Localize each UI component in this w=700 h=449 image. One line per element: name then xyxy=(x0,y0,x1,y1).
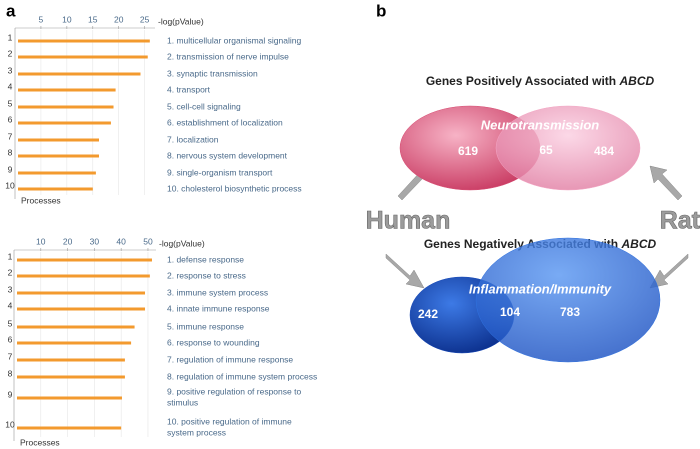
rank-label: 7 xyxy=(8,131,13,141)
bar xyxy=(17,396,122,400)
rank-label: 4 xyxy=(8,81,13,91)
x-tick-label: 15 xyxy=(88,14,98,24)
category-label: 1. multicellular organismal signaling xyxy=(167,35,301,45)
bar xyxy=(18,121,111,125)
category-label: 6. establishment of localization xyxy=(167,117,283,127)
rank-label: 5 xyxy=(8,318,13,328)
x-tick-label: 50 xyxy=(143,236,153,246)
venn-set xyxy=(495,105,641,191)
rank-label: 2 xyxy=(8,48,13,58)
title-text: Genes Positively Associated with xyxy=(426,74,616,88)
bar xyxy=(17,325,135,329)
bar xyxy=(18,72,141,76)
category-label: 10. positive regulation of immune system … xyxy=(167,417,292,438)
bar xyxy=(18,88,116,92)
panel-label: b xyxy=(376,1,386,20)
bar xyxy=(17,426,122,430)
category-label: 7. regulation of immune response xyxy=(167,354,293,364)
category-label: 2. transmission of nerve impulse xyxy=(167,51,289,61)
x-tick-label: 10 xyxy=(36,236,46,246)
bar xyxy=(17,358,125,362)
category-label: 9. positive regulation of response to sti… xyxy=(167,387,301,408)
bar xyxy=(18,171,96,175)
rank-label: 10 xyxy=(5,419,15,429)
bar xyxy=(18,138,99,142)
category-label: 1. defense response xyxy=(167,254,244,264)
venn-set xyxy=(475,237,661,363)
category-label: 9. single-organism transport xyxy=(167,167,273,177)
category-label: 4. innate immune response xyxy=(167,303,270,313)
set-label: Human xyxy=(366,207,451,235)
category-label: 3. immune system process xyxy=(167,287,268,297)
category-label: 3. synaptic transmission xyxy=(167,68,258,78)
rank-label: 3 xyxy=(8,284,13,294)
x-tick-label: 40 xyxy=(116,236,126,246)
rank-label: 9 xyxy=(8,164,13,174)
rank-label: 10 xyxy=(5,180,15,190)
venn-count: 242 xyxy=(418,307,438,321)
rank-label: 5 xyxy=(8,98,13,108)
y-axis-label: Processes xyxy=(21,195,61,205)
rank-label: 3 xyxy=(8,65,13,75)
category-label: 8. nervous system development xyxy=(167,150,288,160)
x-tick-label: 20 xyxy=(63,236,73,246)
bar xyxy=(18,187,93,191)
category-label: 10. cholesterol biosynthetic process xyxy=(167,183,302,193)
venn-label: Neurotransmission xyxy=(481,117,600,132)
rank-label: 7 xyxy=(8,351,13,361)
category-label: 8. regulation of immune system process xyxy=(167,371,317,381)
x-axis-label: -log(pValue) xyxy=(158,16,204,26)
venn-count: 783 xyxy=(560,305,580,319)
x-tick-label: 5 xyxy=(39,14,44,24)
set-label: Rat xyxy=(660,207,700,235)
bar xyxy=(17,375,125,379)
bar xyxy=(18,105,114,109)
venn-count: 484 xyxy=(594,144,614,158)
category-label: 5. immune response xyxy=(167,321,244,331)
venn-count: 619 xyxy=(458,144,478,158)
rank-label: 2 xyxy=(8,267,13,277)
x-tick-label: 30 xyxy=(90,236,100,246)
x-axis-label: -log(pValue) xyxy=(159,238,205,248)
venn-label: Inflammation/Immunity xyxy=(469,281,612,296)
rank-label: 1 xyxy=(8,251,13,261)
venn-count: 65 xyxy=(539,143,553,157)
x-tick-label: 10 xyxy=(62,14,72,24)
bar xyxy=(17,274,150,278)
rank-label: 6 xyxy=(8,334,13,344)
rank-label: 4 xyxy=(8,300,13,310)
category-label: 2. response to stress xyxy=(167,270,246,280)
category-label: 6. response to wounding xyxy=(167,337,260,347)
title-gene: ABCD xyxy=(620,237,656,251)
venn-title: Genes Positively Associated with ABCD xyxy=(426,74,655,88)
x-tick-label: 20 xyxy=(114,14,124,24)
category-label: 7. localization xyxy=(167,134,219,144)
bar xyxy=(18,39,150,43)
rank-label: 1 xyxy=(8,32,13,42)
venn-count: 104 xyxy=(500,305,520,319)
rank-label: 9 xyxy=(8,389,13,399)
bar xyxy=(18,154,99,158)
category-label: 5. cell-cell signaling xyxy=(167,101,241,111)
rank-label: 8 xyxy=(8,368,13,378)
panel-label: a xyxy=(6,1,16,20)
y-axis-label: Processes xyxy=(20,437,60,447)
bar xyxy=(17,258,152,262)
category-label: 4. transport xyxy=(167,84,211,94)
x-tick-label: 25 xyxy=(140,14,150,24)
bar xyxy=(18,55,148,59)
bar xyxy=(17,341,132,345)
bar xyxy=(17,307,146,311)
rank-label: 6 xyxy=(8,114,13,124)
title-gene: ABCD xyxy=(618,74,654,88)
bar xyxy=(17,291,146,295)
rank-label: 8 xyxy=(8,147,13,157)
